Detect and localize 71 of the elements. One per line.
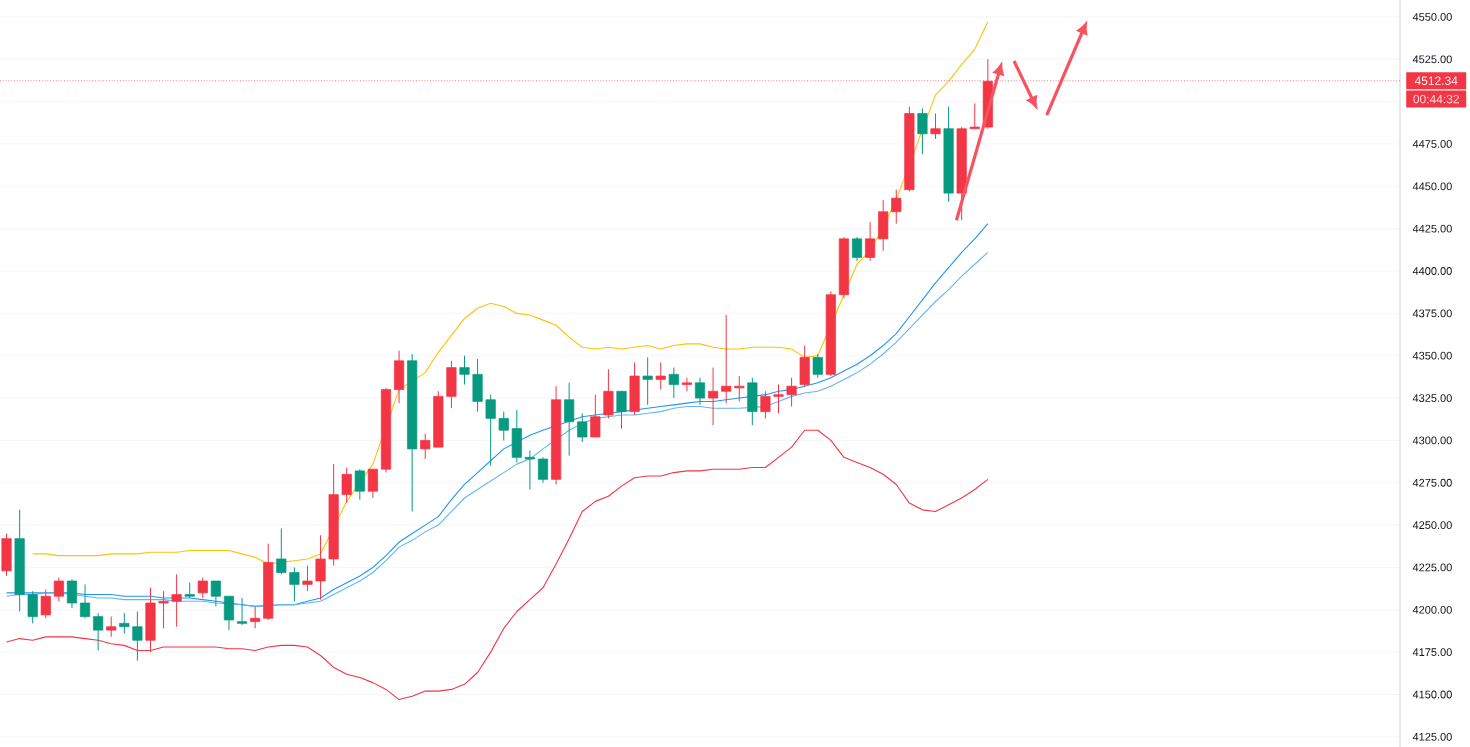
y-tick-label: 4475.00 bbox=[1412, 140, 1452, 148]
candlestick bbox=[210, 580, 221, 607]
y-tick-label: 4150.00 bbox=[1412, 690, 1452, 699]
candlestick bbox=[66, 578, 78, 609]
candlestick bbox=[681, 377, 692, 392]
candlestick bbox=[851, 236, 863, 262]
candlestick bbox=[315, 534, 326, 601]
candlestick bbox=[237, 597, 248, 626]
candlestick bbox=[537, 456, 549, 484]
y-tick-label: 4350.00 bbox=[1412, 351, 1452, 360]
candlestick bbox=[564, 382, 575, 457]
candlestick bbox=[930, 112, 941, 140]
text: 00:44:32 bbox=[1413, 94, 1459, 104]
candlestick bbox=[79, 583, 91, 619]
candlestick bbox=[865, 221, 876, 262]
candlestick bbox=[53, 577, 64, 602]
candlestick bbox=[459, 355, 470, 386]
candlestick bbox=[302, 565, 313, 592]
candlestick bbox=[760, 390, 771, 419]
candlestick bbox=[106, 616, 117, 638]
y-tick-label: 4275.00 bbox=[1412, 478, 1452, 487]
y-tick-label: 4550.00 bbox=[1412, 13, 1452, 21]
candlestick bbox=[603, 368, 614, 419]
candlestick bbox=[197, 577, 208, 599]
y-tick-label: 4200.00 bbox=[1412, 605, 1452, 614]
candlestick bbox=[708, 367, 719, 426]
candlestick bbox=[734, 375, 745, 402]
candlestick bbox=[891, 189, 902, 225]
ref-line-label: 4512.34 bbox=[1414, 76, 1458, 85]
candlestick bbox=[132, 610, 143, 662]
candlestick bbox=[694, 377, 706, 406]
candlestick bbox=[668, 367, 679, 399]
candlestick bbox=[367, 468, 378, 499]
candlestick bbox=[289, 566, 300, 602]
candlestick bbox=[485, 394, 496, 467]
candlestick bbox=[655, 361, 666, 391]
candlestick bbox=[642, 356, 653, 406]
y-tick-label: 4525.00 bbox=[1412, 55, 1452, 64]
candlestick bbox=[119, 612, 130, 635]
candlestick bbox=[590, 394, 601, 438]
y-tick-label: 4400.00 bbox=[1412, 267, 1452, 275]
candlestick bbox=[158, 590, 169, 629]
candlestick bbox=[812, 353, 823, 379]
candlestick bbox=[786, 377, 797, 408]
candlestick bbox=[616, 390, 627, 430]
y-tick-label: 4250.00 bbox=[1412, 521, 1452, 529]
candlestick bbox=[354, 468, 365, 501]
y-tick-label: 4425.00 bbox=[1412, 224, 1452, 233]
candlestick bbox=[577, 412, 588, 443]
candlestick bbox=[721, 314, 732, 404]
candlestick bbox=[498, 411, 509, 441]
y-tick-label: 4300.00 bbox=[1412, 436, 1452, 445]
candlestick bbox=[969, 102, 980, 130]
candlestick bbox=[917, 107, 928, 155]
y-tick-label: 4225.00 bbox=[1412, 563, 1452, 572]
y-tick-label: 4325.00 bbox=[1412, 394, 1452, 402]
y-tick-label: 4125.00 bbox=[1412, 732, 1452, 741]
candlestick bbox=[341, 467, 352, 504]
candlestick bbox=[171, 573, 182, 628]
candlestick bbox=[420, 433, 431, 460]
candlestick bbox=[27, 590, 38, 624]
candlestick bbox=[93, 612, 104, 651]
candlestick bbox=[250, 605, 261, 629]
candlestick bbox=[276, 527, 287, 575]
y-tick-label: 4175.00 bbox=[1412, 648, 1452, 657]
candlestick bbox=[40, 588, 51, 619]
candlestick bbox=[223, 595, 235, 631]
y-tick-label: 4450.00 bbox=[1412, 182, 1452, 191]
candlestick bbox=[524, 450, 535, 491]
y-tick-label: 4375.00 bbox=[1412, 309, 1452, 318]
candlestick bbox=[773, 384, 784, 414]
